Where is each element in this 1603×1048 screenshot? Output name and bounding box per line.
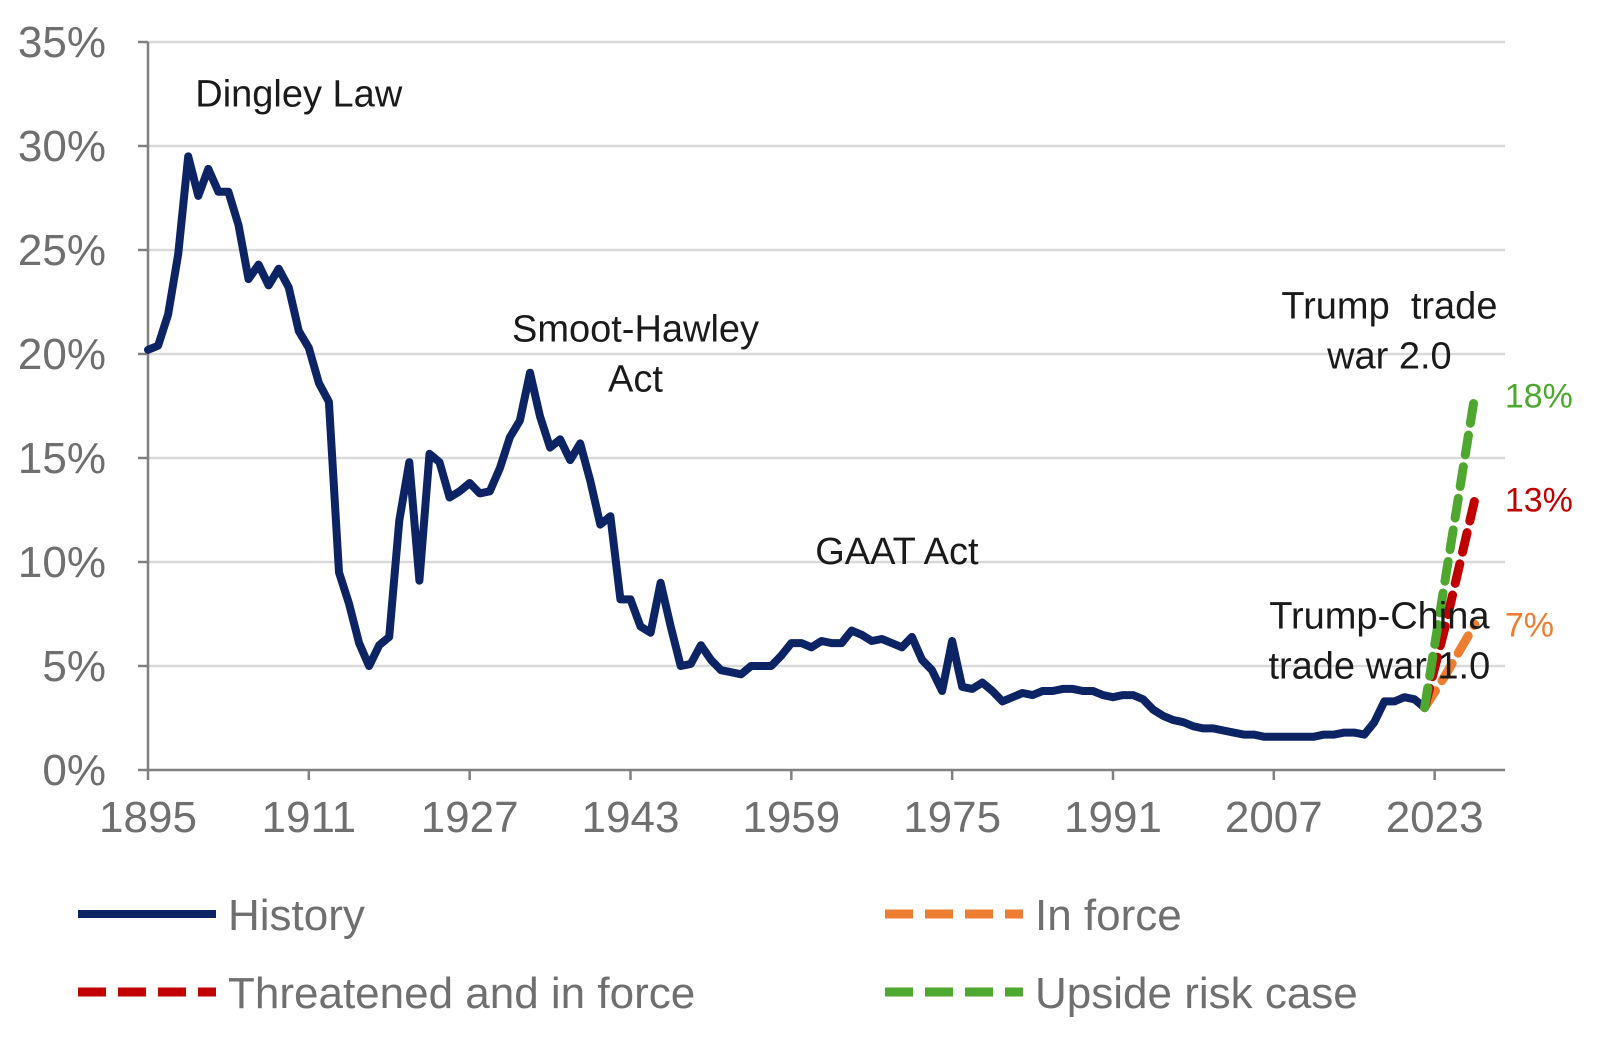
legend-item-in-force: In force	[885, 891, 1182, 940]
y-tick-label: 25%	[18, 226, 106, 275]
series-line-upside	[1420, 391, 1480, 713]
x-tick-label: 1943	[582, 793, 680, 842]
annotation-trump1: Trump-China	[1269, 596, 1490, 638]
legend-label: Upside risk case	[1035, 969, 1358, 1018]
legend-label: In force	[1035, 891, 1182, 940]
x-tick-label: 1991	[1064, 793, 1162, 842]
legend-label: Threatened and in force	[228, 969, 695, 1018]
x-tick-label: 1975	[903, 793, 1001, 842]
gridlines	[148, 40, 1505, 668]
annotation-trump2: Trump trade	[1281, 286, 1497, 328]
y-tick-label: 15%	[18, 434, 106, 483]
y-tick-label: 5%	[42, 642, 106, 691]
x-tick-label: 2023	[1386, 793, 1484, 842]
series-line-history	[144, 152, 1429, 741]
legend-item-threatened: Threatened and in force	[78, 969, 695, 1018]
x-tick-label: 1895	[99, 793, 197, 842]
legend-label: History	[228, 891, 365, 940]
x-tick-label: 1959	[742, 793, 840, 842]
series-line-threatened	[1420, 495, 1480, 713]
annotation-smoot: Smoot-Hawley	[512, 309, 759, 351]
y-tick-label: 35%	[18, 18, 106, 67]
y-tick-label: 10%	[18, 538, 106, 587]
x-tick-label: 2007	[1225, 793, 1323, 842]
annotation-dingley: Dingley Law	[195, 73, 403, 115]
axes: 0% 5% 10% 15% 20% 25% 30% 35% 1895 1911 1927 1943 19…	[18, 18, 1505, 842]
annotations: Dingley Law Smoot-Hawley Act GAAT Act Trump-…	[195, 73, 1497, 687]
annotation-trump2: war 2.0	[1326, 336, 1452, 378]
annotation-smoot: Act	[608, 359, 663, 401]
annotation-trump1: trade war 1.0	[1268, 646, 1490, 688]
y-tick-label: 30%	[18, 122, 106, 171]
end-label-in-force: 7%	[1505, 606, 1554, 644]
legend-item-history: History	[78, 891, 365, 940]
series-lines	[144, 152, 1480, 741]
end-label-threatened: 13%	[1505, 482, 1573, 520]
annotation-gaat: GAAT Act	[815, 531, 979, 573]
end-labels: 7% 13% 18%	[1505, 378, 1573, 645]
end-label-upside: 18%	[1505, 378, 1573, 416]
y-tick-label: 20%	[18, 330, 106, 379]
x-tick-label: 1927	[421, 793, 519, 842]
legend-item-upside: Upside risk case	[885, 969, 1358, 1018]
y-tick-label: 0%	[42, 746, 106, 795]
legend: History In force Threatened and in force Up…	[78, 891, 1358, 1018]
x-tick-label: 1911	[262, 793, 357, 842]
